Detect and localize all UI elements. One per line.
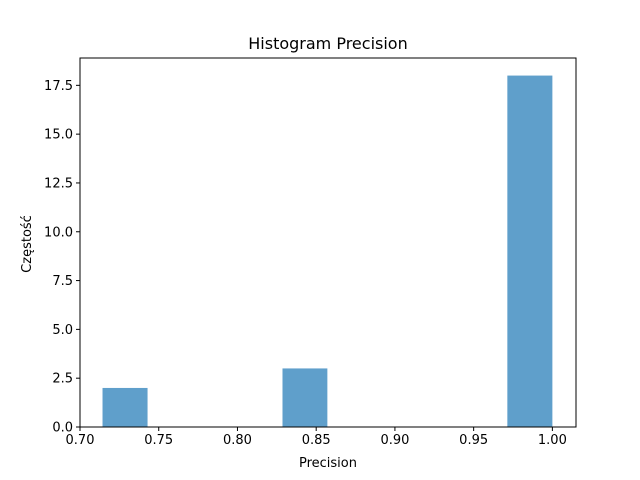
x-axis-ticks: 0.70 0.75 0.80 0.85 0.90 0.95 1.00 — [66, 427, 567, 448]
x-axis-label: Precision — [299, 456, 357, 471]
y-tick-label: 12.5 — [44, 176, 73, 191]
x-tick-label: 1.00 — [538, 433, 567, 448]
y-axis-ticks: 0.0 2.5 5.0 7.5 10.0 12.5 15.0 17.5 — [44, 79, 80, 436]
y-axis-label: Częstość — [20, 215, 35, 273]
bars-group — [102, 75, 553, 427]
x-tick-label: 0.80 — [223, 433, 252, 448]
y-tick-label: 10.0 — [44, 225, 73, 240]
x-tick-label: 0.70 — [66, 433, 95, 448]
plot-area-frame — [79, 57, 577, 428]
x-tick-label: 0.85 — [302, 433, 331, 448]
y-tick-label: 15.0 — [44, 128, 73, 143]
y-tick-label: 7.5 — [52, 274, 73, 289]
y-tick-label: 17.5 — [44, 79, 73, 94]
x-tick-label: 0.75 — [144, 433, 173, 448]
x-tick-label: 0.90 — [380, 433, 409, 448]
chart-title: Histogram Precision — [248, 34, 407, 53]
histogram-bar-4 — [282, 368, 328, 427]
y-tick-label: 2.5 — [52, 372, 73, 387]
x-tick-label: 0.95 — [459, 433, 488, 448]
y-tick-label: 0.0 — [52, 421, 73, 436]
y-tick-label: 5.0 — [52, 323, 73, 338]
histogram-bar-0 — [102, 387, 148, 427]
histogram-bar-9 — [507, 75, 553, 427]
